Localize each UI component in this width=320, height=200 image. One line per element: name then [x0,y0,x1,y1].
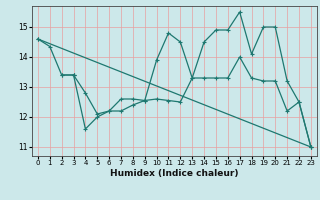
X-axis label: Humidex (Indice chaleur): Humidex (Indice chaleur) [110,169,239,178]
